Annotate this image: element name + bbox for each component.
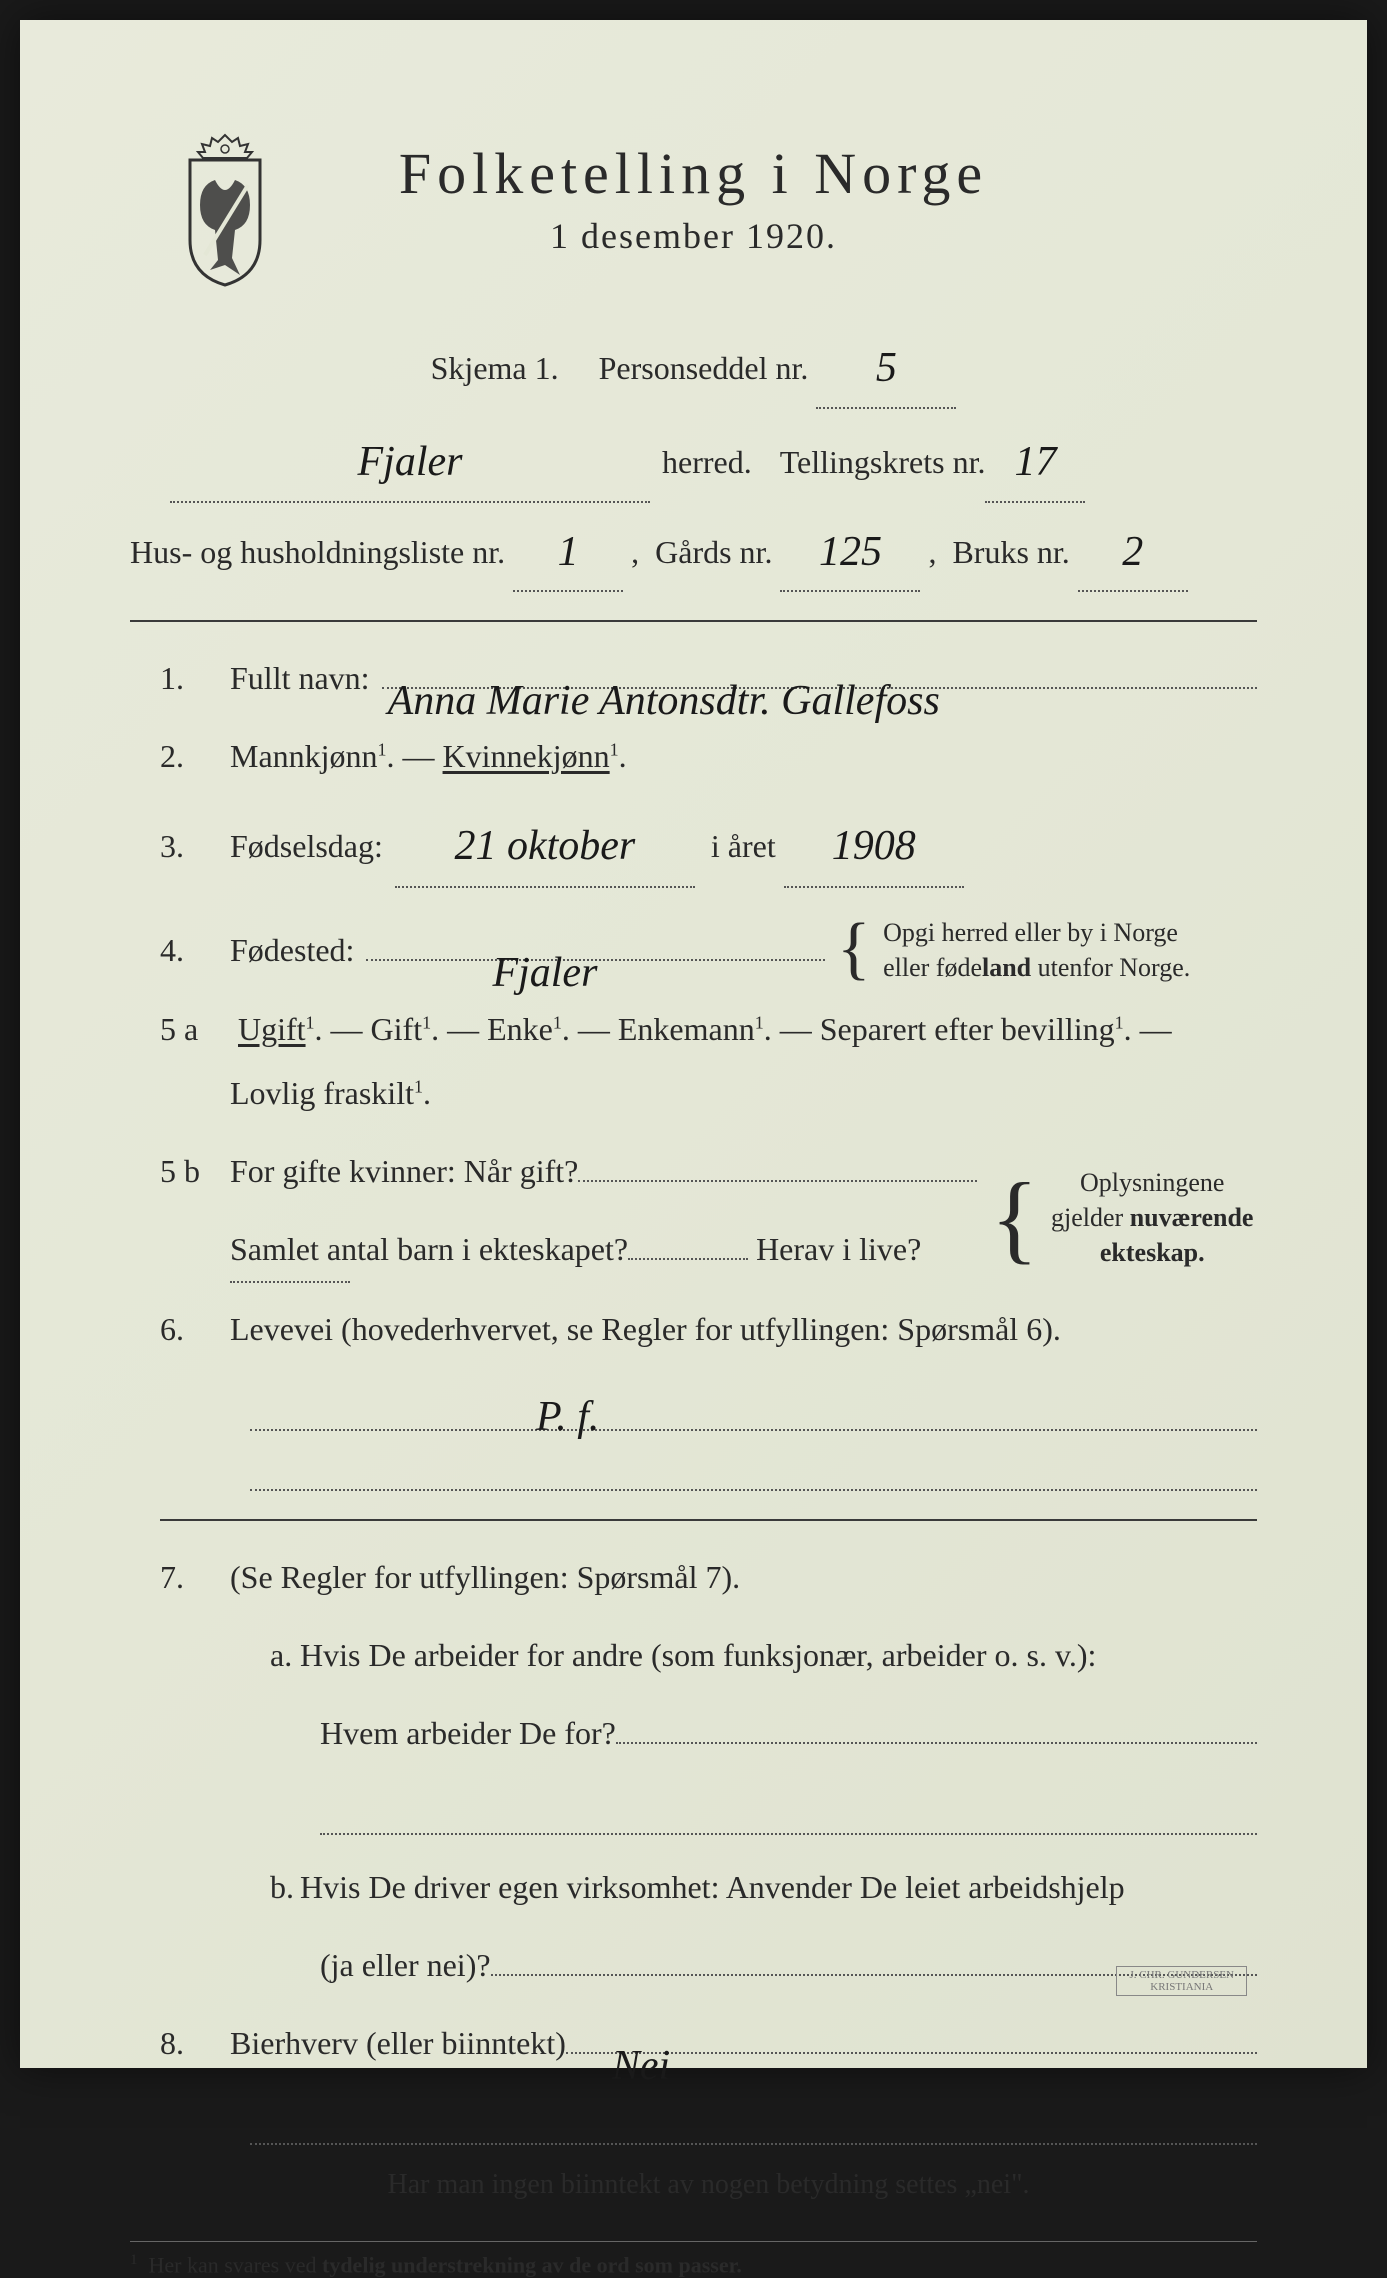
- q5b-label2: Samlet antal barn i ekteskapet?: [230, 1217, 628, 1281]
- q5a-gift: Gift: [371, 1011, 423, 1047]
- q8: 8. Bierhverv (eller biinntekt) Nei: [160, 2011, 1257, 2075]
- census-form-page: Folketelling i Norge 1 desember 1920. Sk…: [20, 20, 1367, 2068]
- hus-label: Hus- og husholdningsliste nr.: [130, 522, 505, 583]
- divider-2: [160, 1519, 1257, 1521]
- q4-label: Fødested:: [230, 918, 354, 982]
- q1-value: Anna Marie Antonsdtr. Gallefoss: [382, 659, 946, 691]
- q8-label: Bierhverv (eller biinntekt): [230, 2011, 566, 2075]
- q2: 2. Mannkjønn1. — Kvinnekjønn1.: [160, 724, 1257, 788]
- q5b-sidenote: { Oplysningene gjelder nuværende ekteska…: [977, 1150, 1257, 1285]
- herred-value: Fjaler: [352, 439, 469, 485]
- q8-value: Nei: [606, 2024, 676, 2056]
- q5b-label1: For gifte kvinner: Når gift?: [230, 1139, 578, 1203]
- q4-value: Fjaler: [486, 931, 603, 963]
- tellingskrets-label: Tellingskrets nr.: [780, 432, 986, 493]
- q7b-label: b.: [250, 1855, 300, 1919]
- q4-sidenote: { Opgi herred eller by i Norge eller fød…: [837, 902, 1257, 997]
- q6-num: 6.: [160, 1297, 230, 1361]
- herred-line: Fjaler herred. Tellingskrets nr. 17: [130, 421, 1257, 503]
- q8-num: 8.: [160, 2011, 230, 2075]
- q7a-text2: Hvem arbeider De for?: [320, 1701, 616, 1765]
- q3-year-label: i året: [711, 814, 776, 878]
- q7b-text1: Hvis De driver egen virksomhet: Anvender…: [300, 1855, 1125, 1919]
- q5a-num: 5 a: [160, 997, 230, 1061]
- q2-num: 2.: [160, 724, 230, 788]
- skjema-label: Skjema 1.: [431, 350, 559, 386]
- q4: 4. Fødested: Fjaler { Opgi herred eller …: [160, 902, 1257, 997]
- q3-year: 1908: [826, 823, 922, 869]
- q1: 1. Fullt navn: Anna Marie Antonsdtr. Gal…: [160, 646, 1257, 710]
- hus-line: Hus- og husholdningsliste nr. 1 , Gårds …: [130, 511, 1257, 593]
- q6-answer-line: P. f.: [250, 1391, 1257, 1431]
- q5a: 5 a Ugift1. — Gift1. — Enke1. — Enkemann…: [160, 997, 1257, 1125]
- gards-label: Gårds nr.: [655, 522, 772, 583]
- personseddel-label: Personseddel nr.: [599, 350, 809, 386]
- q5a-enke: Enke: [487, 1011, 553, 1047]
- tellingskrets-nr: 17: [1008, 439, 1062, 485]
- personseddel-nr: 5: [870, 345, 903, 391]
- main-title: Folketelling i Norge: [399, 140, 988, 207]
- note-text: Har man ingen biinntekt av nogen betydni…: [160, 2169, 1257, 2201]
- question-section: 1. Fullt navn: Anna Marie Antonsdtr. Gal…: [130, 646, 1257, 2201]
- q6: 6. Levevei (hovederhvervet, se Regler fo…: [160, 1297, 1257, 1361]
- q2-option-m: Mannkjønn1.: [230, 724, 395, 788]
- bruks-nr: 2: [1116, 529, 1149, 575]
- q6-value: P. f.: [530, 1393, 605, 1433]
- q5b: 5 b For gifte kvinner: Når gift? Samlet …: [160, 1139, 1257, 1297]
- q5a-fraskilt: Lovlig fraskilt: [160, 1075, 414, 1111]
- q7: 7. (Se Regler for utfyllingen: Spørsmål …: [160, 1545, 1257, 1609]
- q7a-text1: Hvis De arbeider for andre (som funksjon…: [300, 1623, 1096, 1687]
- q7b-text2: (ja eller nei)?: [320, 1933, 491, 1997]
- skjema-line: Skjema 1. Personseddel nr. 5: [130, 327, 1257, 409]
- q5b-label3: Herav i live?: [756, 1217, 921, 1281]
- q7-label: (Se Regler for utfyllingen: Spørsmål 7).: [230, 1545, 740, 1609]
- q7a: a. Hvis De arbeider for andre (som funks…: [160, 1623, 1257, 1687]
- q3-num: 3.: [160, 814, 230, 878]
- q7b: b. Hvis De driver egen virksomhet: Anven…: [160, 1855, 1257, 1919]
- hus-nr: 1: [552, 529, 585, 575]
- q5a-separert: Separert efter bevilling: [820, 1011, 1115, 1047]
- subtitle: 1 desember 1920.: [399, 215, 988, 257]
- q7a-line2: Hvem arbeider De for?: [160, 1701, 1257, 1765]
- q2-option-k: Kvinnekjønn1.: [443, 724, 627, 788]
- gards-nr: 125: [813, 529, 888, 575]
- q7a-label: a.: [250, 1623, 300, 1687]
- q8-blank: [250, 2105, 1257, 2145]
- q6-answer-line-2: [250, 1451, 1257, 1491]
- q7a-blank: [320, 1795, 1257, 1835]
- q3-label: Fødselsdag:: [230, 814, 383, 878]
- bruks-label: Bruks nr.: [952, 522, 1069, 583]
- divider-1: [130, 620, 1257, 622]
- q3-day: 21 oktober: [448, 823, 641, 869]
- herred-label: herred.: [662, 432, 752, 493]
- q1-num: 1.: [160, 646, 230, 710]
- q5a-ugift: Ugift: [238, 1011, 306, 1047]
- q7b-line2: (ja eller nei)?: [160, 1933, 1257, 1997]
- printer-stamp: J. CHR. GUNDERSENKRISTIANIA: [1116, 1966, 1247, 1996]
- q7-num: 7.: [160, 1545, 230, 1609]
- coat-of-arms-icon: [170, 130, 280, 290]
- q6-label: Levevei (hovederhvervet, se Regler for u…: [230, 1297, 1061, 1361]
- q1-label: Fullt navn:: [230, 646, 370, 710]
- q5b-num: 5 b: [160, 1139, 230, 1203]
- q4-num: 4.: [160, 918, 230, 982]
- header: Folketelling i Norge 1 desember 1920.: [130, 140, 1257, 297]
- footnote: 1 Her kan svares ved tydelig understrekn…: [130, 2241, 1257, 2278]
- q3: 3. Fødselsdag: 21 oktober i året 1908: [160, 802, 1257, 888]
- q5a-enkemann: Enkemann: [618, 1011, 755, 1047]
